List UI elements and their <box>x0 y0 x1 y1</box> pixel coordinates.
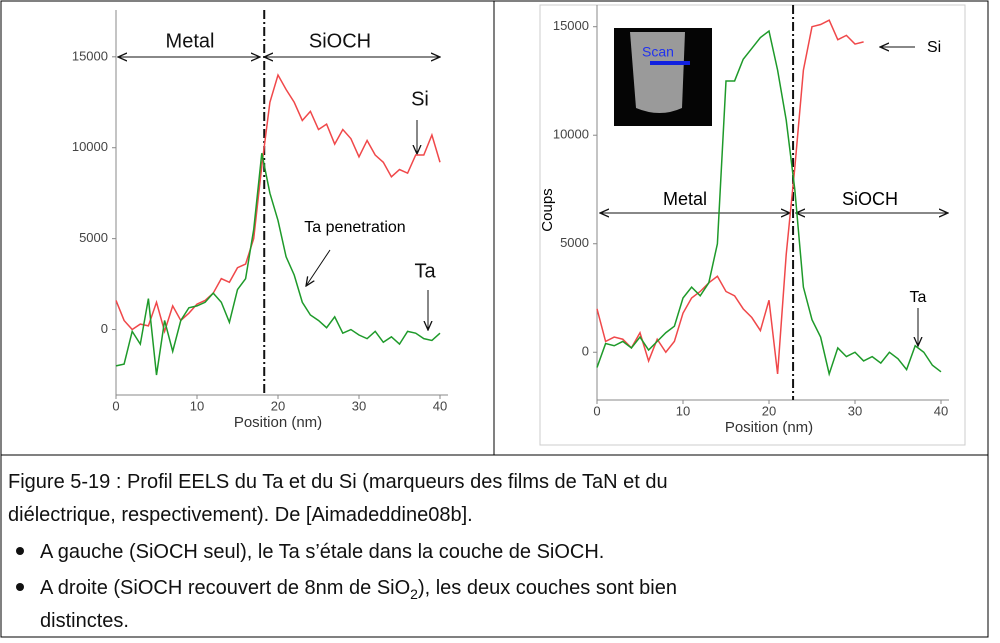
series-line <box>596 19 864 375</box>
bullet-text: distinctes. <box>40 610 129 632</box>
subscript: 2 <box>410 586 418 602</box>
x-tick-label: 10 <box>190 398 204 413</box>
x-axis-label: Position (nm) <box>725 419 813 436</box>
y-axis-label: Coups <box>539 188 556 231</box>
y-tick-label: 0 <box>101 321 108 336</box>
inset-image: Scan <box>614 28 712 126</box>
y-tick-label: 5000 <box>79 230 108 245</box>
caption-line: Figure 5-19 : Profil EELS du Ta et du Si… <box>8 471 668 493</box>
series-label: Ta <box>910 289 927 306</box>
x-tick-label: 0 <box>112 398 119 413</box>
text-part: ), les deux couches sont bien <box>418 577 677 599</box>
x-tick-label: 40 <box>433 398 447 413</box>
bullet <box>16 547 24 555</box>
x-tick-label: 20 <box>762 403 776 418</box>
region-label: SiOCH <box>309 30 371 52</box>
bullet-text: A droite (SiOCH recouvert de 8nm de SiO2… <box>40 577 677 602</box>
y-tick-label: 15000 <box>72 48 108 63</box>
y-tick-label: 0 <box>582 344 589 359</box>
x-tick-label: 30 <box>352 398 366 413</box>
region-label: Metal <box>663 189 707 209</box>
y-tick-label: 5000 <box>560 235 589 250</box>
text-part: A droite (SiOCH recouvert de 8nm de SiO <box>40 577 410 599</box>
series-line <box>115 73 441 334</box>
series-label: Si <box>927 39 941 56</box>
inset-label: Scan <box>642 44 674 60</box>
x-axis-label: Position (nm) <box>234 414 322 431</box>
x-tick-label: 10 <box>676 403 690 418</box>
x-tick-label: 30 <box>848 403 862 418</box>
bullet-text: A gauche (SiOCH seul), le Ta s’étale dan… <box>40 541 604 563</box>
x-tick-label: 40 <box>934 403 948 418</box>
bullet <box>16 583 24 591</box>
series-line <box>115 153 441 376</box>
series-label: Si <box>411 88 429 110</box>
x-tick-label: 0 <box>593 403 600 418</box>
region-label: SiOCH <box>842 189 898 209</box>
annotation: Ta penetration <box>304 219 405 236</box>
arrow <box>306 249 331 286</box>
inset-sample <box>630 32 685 113</box>
y-tick-label: 10000 <box>553 127 589 142</box>
series-label: Ta <box>414 260 436 282</box>
series-line <box>596 29 942 377</box>
chart-frame <box>539 4 966 446</box>
y-tick-label: 15000 <box>553 18 589 33</box>
region-label: Metal <box>166 30 215 52</box>
y-tick-label: 10000 <box>72 139 108 154</box>
caption-line: diélectrique, respectivement). De [Aimad… <box>8 504 473 526</box>
x-tick-label: 20 <box>271 398 285 413</box>
left-annotations <box>118 57 440 330</box>
right-annotations <box>600 47 948 346</box>
